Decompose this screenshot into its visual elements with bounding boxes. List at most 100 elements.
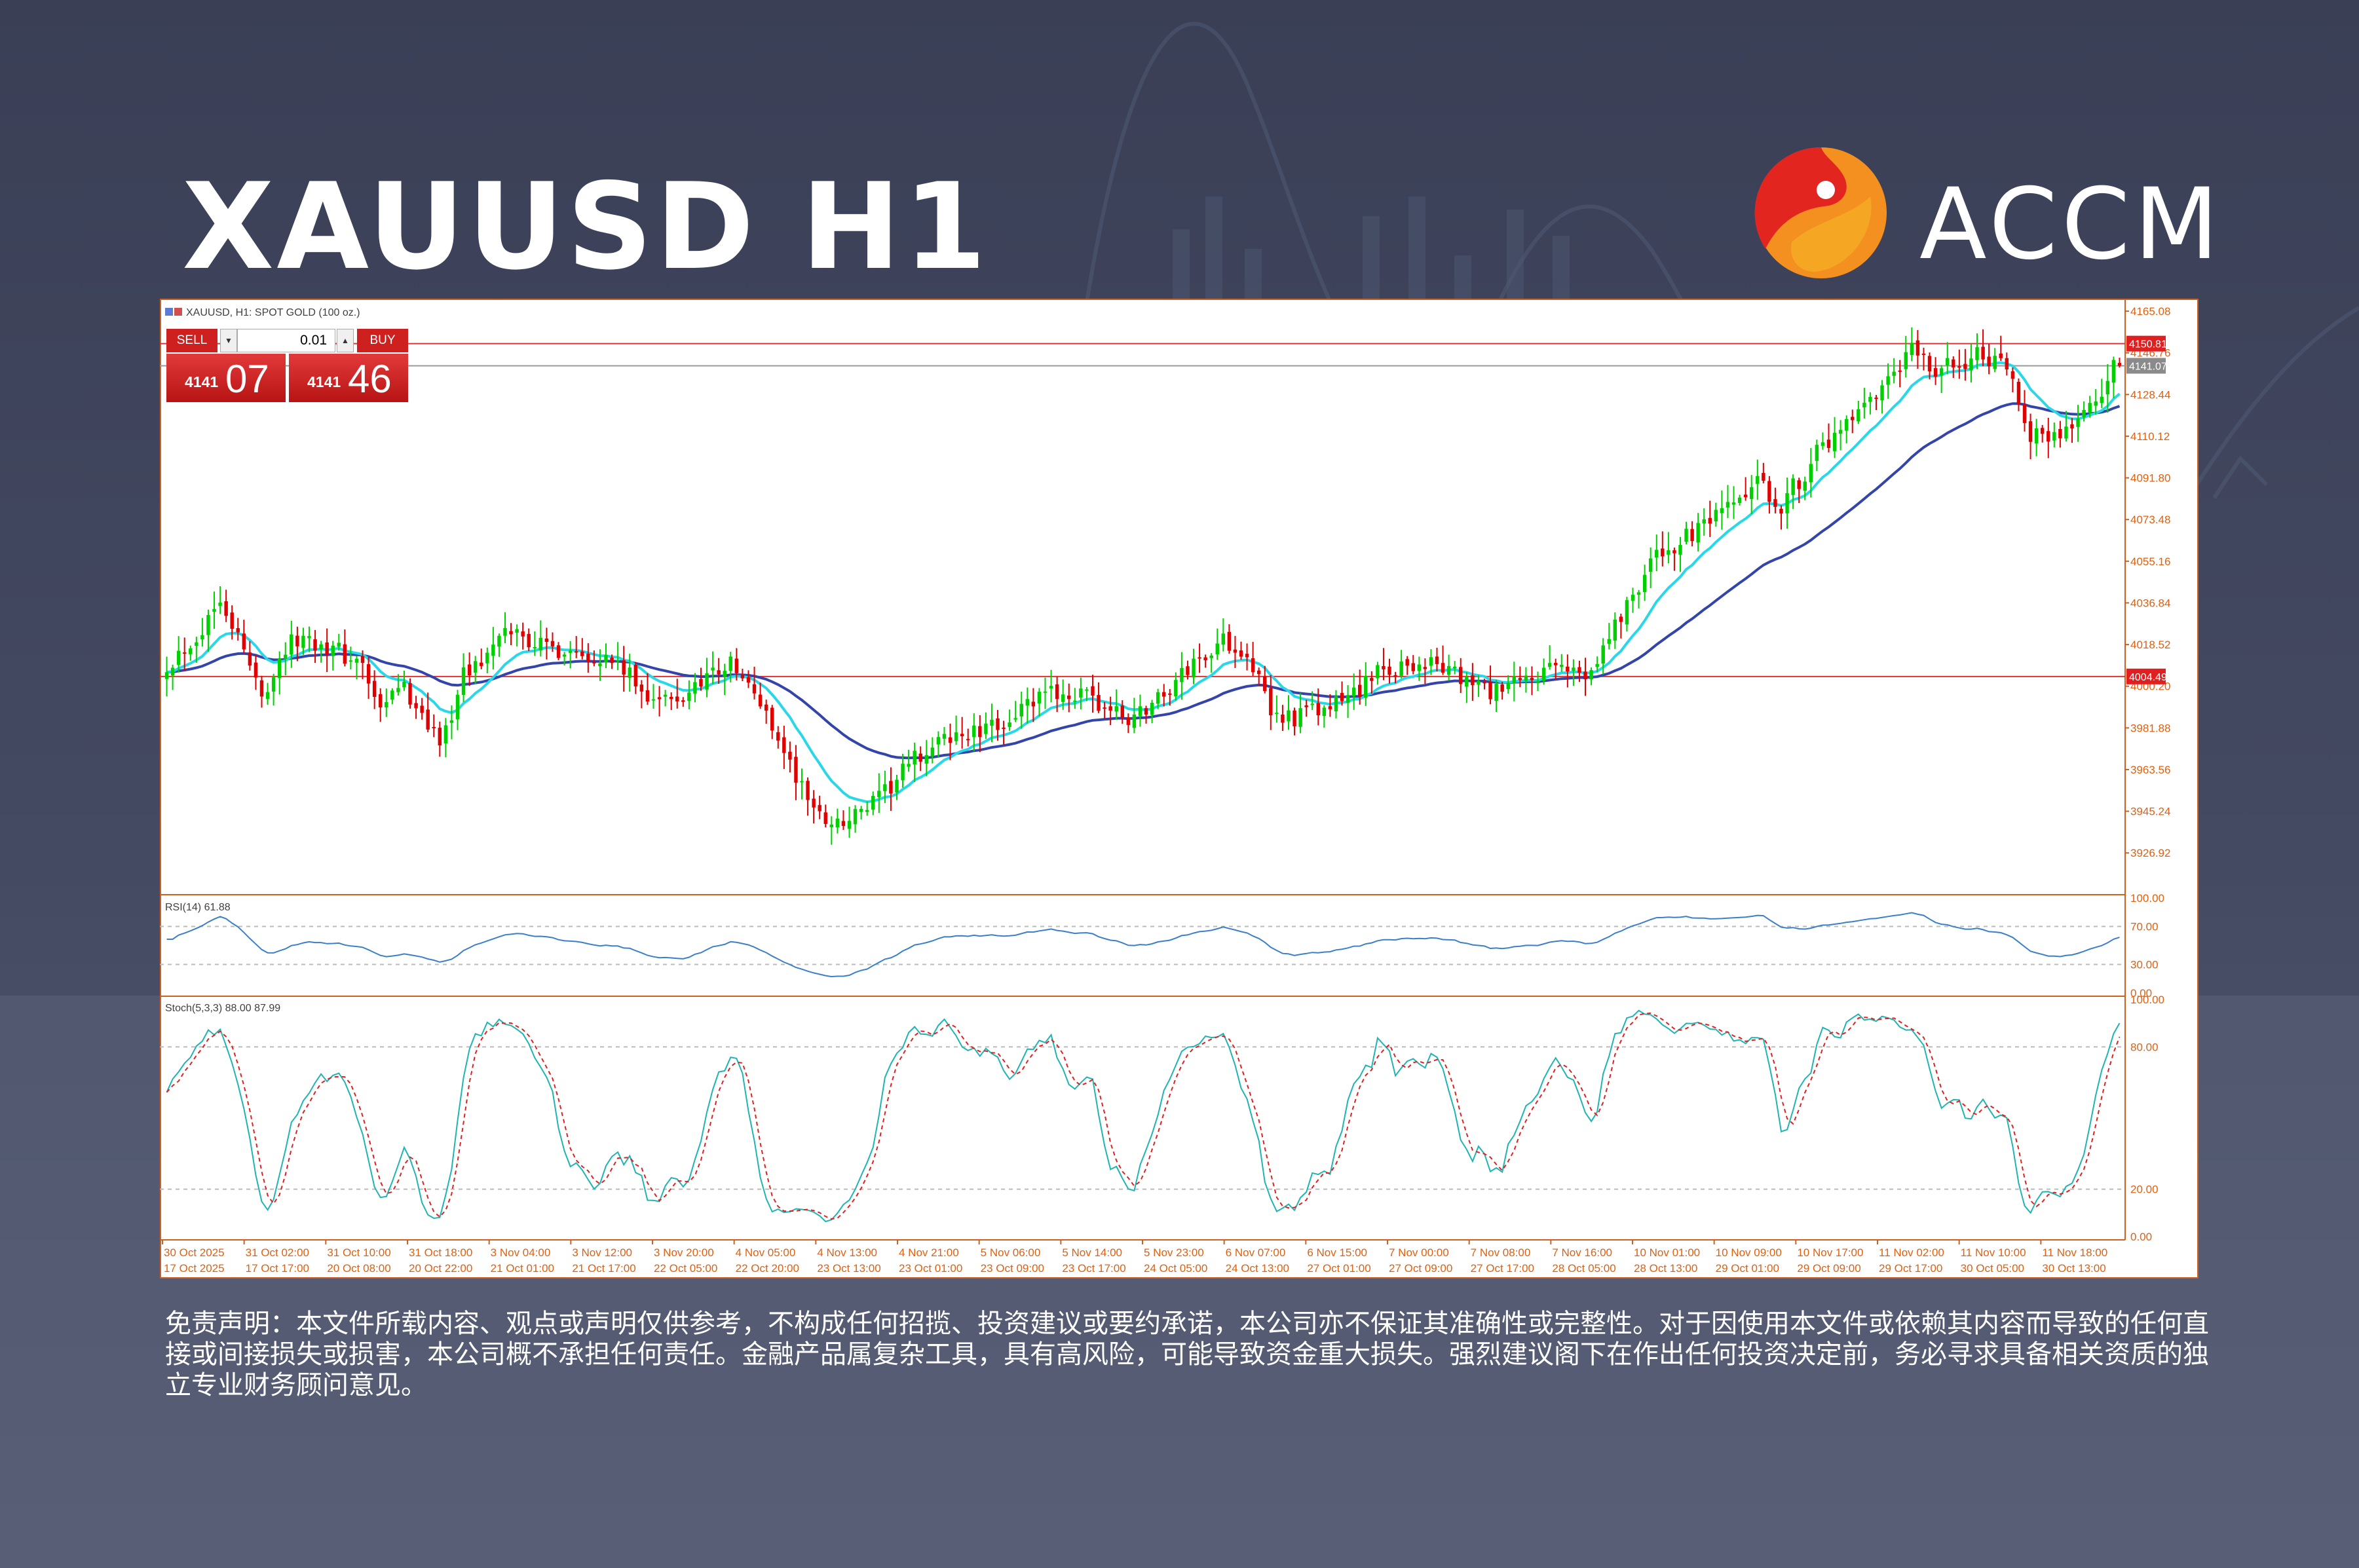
candle-body	[1351, 687, 1356, 696]
candle-body	[2052, 432, 2056, 441]
candle-body	[1346, 695, 1350, 703]
lot-size-input[interactable]: 0.01	[237, 329, 335, 352]
candle-body	[1838, 430, 1843, 434]
candle-body	[568, 650, 573, 653]
candle-body	[1150, 702, 1154, 715]
candle-body	[776, 732, 780, 741]
y-tick-label: 4073.48	[2130, 513, 2170, 526]
candle-body	[1904, 352, 1908, 369]
candle-body	[2088, 403, 2092, 413]
candle-body	[1215, 643, 1219, 654]
candle-body	[2105, 381, 2110, 395]
candle-body	[242, 633, 246, 650]
candle-body	[1417, 664, 1422, 671]
sell-price[interactable]: 4141 07	[166, 354, 286, 402]
rsi-tick-label: 30.00	[2130, 959, 2159, 971]
candle-body	[2100, 396, 2104, 403]
candle-body	[1091, 686, 1095, 696]
candle-body	[2047, 431, 2050, 442]
candle-body	[224, 601, 228, 616]
rsi-tick-label: 70.00	[2130, 921, 2159, 933]
candle-body	[1192, 658, 1196, 678]
x-tick-label: 10 Nov 09:00	[1716, 1246, 1782, 1259]
chart-window-icon	[174, 308, 182, 316]
stoch-label: Stoch(5,3,3) 88.00 87.99	[165, 1003, 280, 1014]
candle-body	[1916, 340, 1920, 356]
candle-body	[2028, 421, 2033, 442]
price-chart[interactable]: XAUUSD, H1: SPOT GOLD (100 oz.) 4165.08 41…	[160, 299, 2199, 1279]
stoch-tick-label: 80.00	[2130, 1041, 2159, 1053]
candle-body	[1541, 667, 1546, 681]
candle-body	[212, 608, 216, 612]
candle-body	[1144, 708, 1148, 715]
candle-body	[907, 764, 911, 767]
candle-body	[426, 709, 430, 730]
candle-body	[1886, 376, 1890, 385]
x-tick-label-secondary: 23 Oct 09:00	[981, 1262, 1044, 1275]
candle-body	[1595, 663, 1599, 667]
candle-body	[1874, 398, 1878, 400]
candle-body	[265, 692, 270, 700]
candle-body	[1779, 508, 1783, 514]
candle-body	[1459, 667, 1463, 684]
candle-body	[1726, 502, 1730, 508]
candle-body	[853, 809, 858, 825]
candle-body	[924, 755, 929, 764]
candle-body	[1423, 667, 1427, 669]
candle-body	[651, 699, 656, 701]
lot-increase-icon[interactable]: ▲	[337, 329, 354, 352]
stoch-main-line	[166, 1009, 2121, 1223]
sell-button[interactable]: SELL	[166, 329, 217, 352]
candle-body	[1275, 713, 1279, 715]
candle-body	[800, 781, 804, 783]
candle-body	[812, 798, 816, 808]
candle-body	[1441, 663, 1445, 673]
candle-body	[343, 644, 347, 664]
candle-body	[1387, 666, 1391, 675]
lot-decrease-icon[interactable]: ▼	[220, 329, 237, 352]
buy-price-pips: 46	[348, 357, 392, 401]
candle-body	[360, 656, 365, 663]
candle-body	[592, 662, 596, 663]
candle-body	[978, 726, 982, 737]
candle-body	[764, 704, 768, 711]
candle-body	[930, 747, 935, 756]
candle-body	[1399, 662, 1403, 676]
candle-body	[1993, 356, 1997, 369]
candle-body	[1055, 684, 1059, 700]
candle-body	[728, 656, 733, 671]
candle-body	[503, 627, 507, 636]
candle-body	[734, 658, 739, 673]
x-tick-label-secondary: 29 Oct 17:00	[1879, 1262, 1942, 1275]
candle-body	[723, 671, 727, 677]
candle-body	[1957, 366, 1961, 368]
x-tick-label: 11 Nov 02:00	[1879, 1246, 1944, 1259]
candle-body	[236, 628, 240, 633]
candle-body	[1743, 495, 1748, 498]
candle-body	[1708, 517, 1712, 524]
candle-body	[622, 660, 626, 675]
candle-body	[1678, 545, 1682, 555]
candle-body	[1465, 677, 1469, 687]
buy-price[interactable]: 4141 46	[289, 354, 408, 402]
candle-body	[883, 784, 887, 791]
candle-body	[1826, 439, 1831, 448]
x-tick-label: 6 Nov 15:00	[1307, 1246, 1367, 1259]
x-tick-label-secondary: 27 Oct 09:00	[1389, 1262, 1452, 1275]
candle-body	[396, 688, 400, 692]
candle-body	[200, 635, 204, 640]
candle-body	[1762, 473, 1765, 481]
candle-body	[349, 660, 353, 662]
candle-body	[1256, 670, 1261, 675]
candle-body	[835, 818, 840, 828]
candle-body	[1049, 686, 1053, 689]
x-tick-label: 10 Nov 01:00	[1634, 1246, 1700, 1259]
candle-body	[1138, 706, 1142, 717]
candle-body	[195, 642, 198, 646]
candle-body	[1613, 620, 1617, 641]
candle-body	[1120, 705, 1125, 718]
candle-body	[610, 658, 614, 663]
buy-button[interactable]: BUY	[357, 329, 408, 352]
candle-body	[1589, 670, 1593, 680]
candle-body	[1642, 574, 1647, 592]
